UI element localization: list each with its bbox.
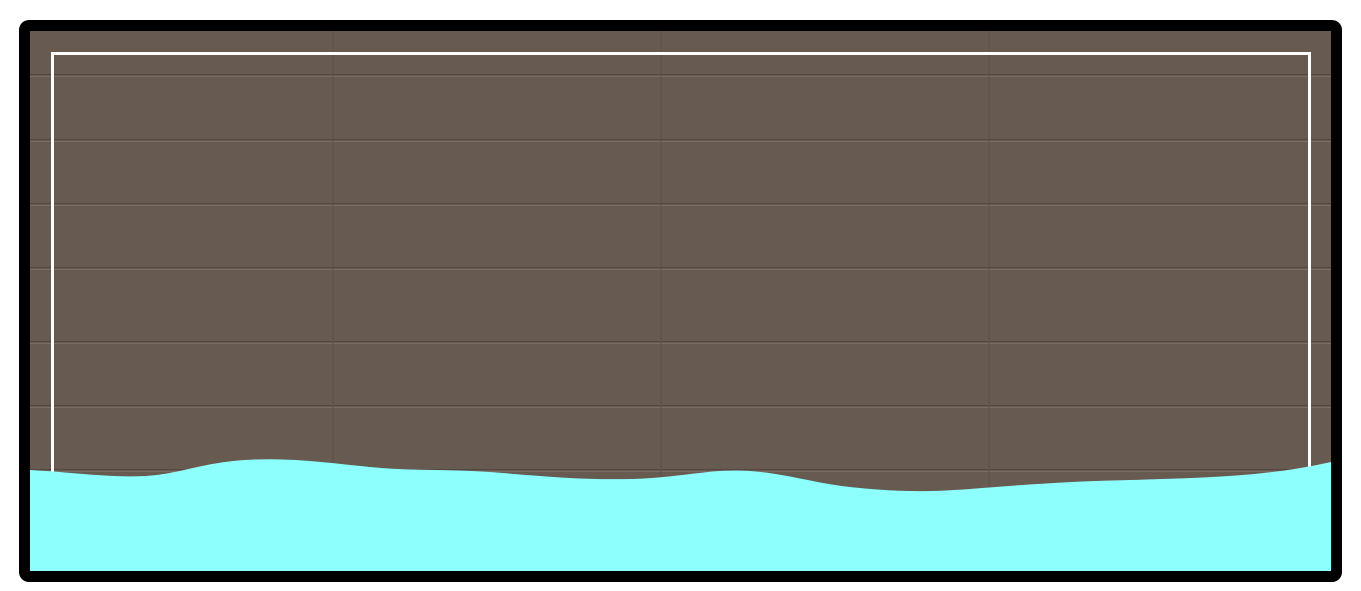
plank-seam [660,31,662,561]
plank-seam [988,31,990,561]
wood-plank-wall [30,31,1331,571]
plank-seam [332,31,334,561]
water-body [30,459,1331,571]
water-surface [30,459,1331,571]
plank-line [30,405,1331,408]
plank-line [30,469,1331,472]
plank-line [30,203,1331,206]
plank-line [30,74,1331,77]
plank-line [30,341,1331,344]
inner-border [51,52,1311,571]
plank-line [30,139,1331,142]
game-frame [19,20,1342,582]
plank-line [30,267,1331,270]
